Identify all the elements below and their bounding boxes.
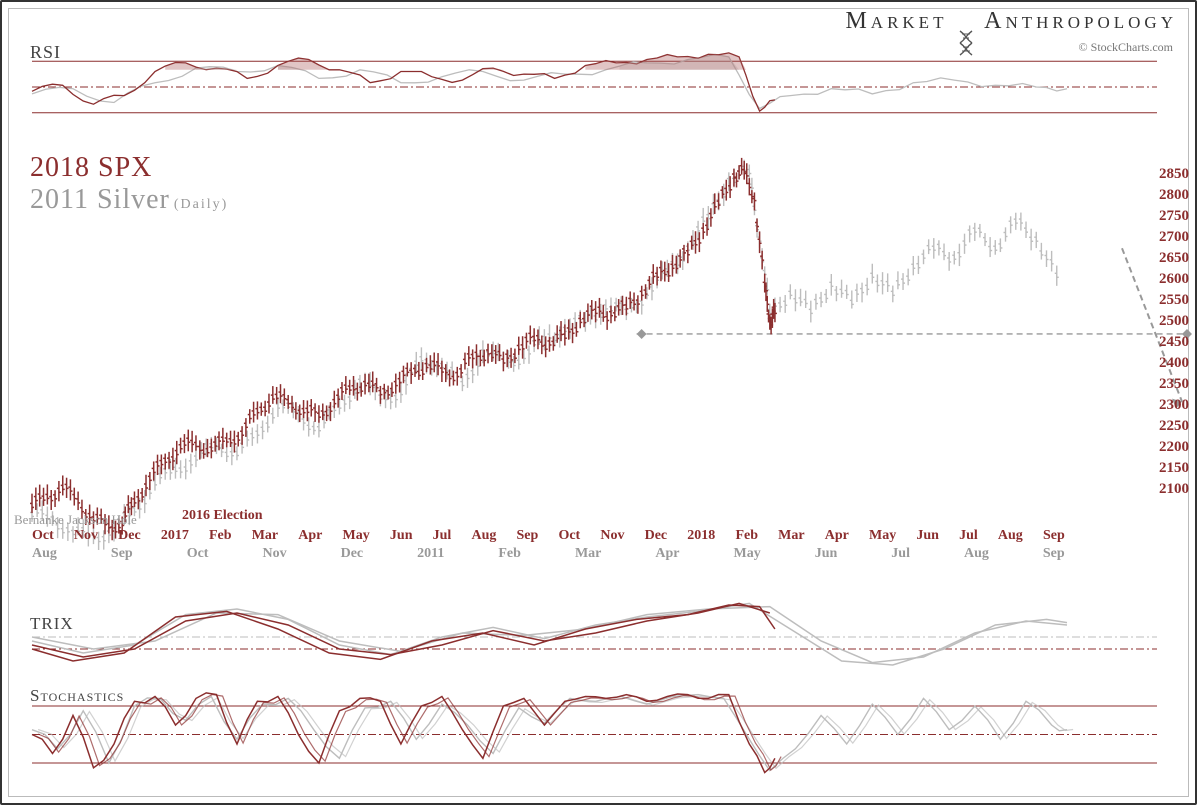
trix-panel (2, 597, 1197, 677)
x-tick-spx: May (869, 528, 896, 544)
annotation-election: 2016 Election (182, 508, 263, 524)
x-tick-silver (546, 546, 550, 562)
x-tick-spx: Nov (600, 528, 624, 544)
y-tick: 2800 (1159, 185, 1189, 206)
x-tick-silver (863, 546, 867, 562)
x-tick-spx: Dec (645, 528, 668, 544)
x-tick-silver: Dec (341, 546, 364, 562)
x-tick-spx: Mar (778, 528, 804, 544)
x-tick-silver: Sep (1043, 546, 1065, 562)
x-tick-silver: Apr (655, 546, 679, 562)
y-tick: 2750 (1159, 206, 1189, 227)
y-tick: 2850 (1159, 164, 1189, 185)
x-tick-silver: May (734, 546, 761, 562)
x-tick-spx: Jul (959, 528, 978, 544)
x-axis-row-bot: Aug Sep Oct Nov Dec 2011 Feb Mar Apr May… (32, 546, 1065, 562)
x-tick-silver: Nov (262, 546, 286, 562)
x-tick-spx: Sep (1043, 528, 1065, 544)
x-axis-spx: Oct Nov Dec 2017 Feb Mar Apr May Jun Jul Aug Sep Oct… (32, 528, 1065, 544)
stoch-panel (2, 687, 1197, 782)
x-axis-silver: Aug Sep Oct Nov Dec 2011 Feb Mar Apr May… (32, 546, 1065, 562)
x-tick-silver (1014, 546, 1018, 562)
x-tick-spx: Oct (558, 528, 580, 544)
y-tick: 2350 (1159, 374, 1189, 395)
y-tick: 2300 (1159, 395, 1189, 416)
x-tick-spx: Jul (433, 528, 452, 544)
y-tick: 2700 (1159, 227, 1189, 248)
x-tick-silver (627, 546, 631, 562)
x-tick-spx: Apr (298, 528, 322, 544)
y-tick: 2550 (1159, 290, 1189, 311)
x-tick-spx: Jun (390, 528, 413, 544)
x-tick-silver (312, 546, 316, 562)
x-tick-spx: Apr (825, 528, 849, 544)
y-tick: 2200 (1159, 437, 1189, 458)
y-tick: 2250 (1159, 416, 1189, 437)
x-tick-silver: Jul (891, 546, 910, 562)
x-tick-spx: Aug (471, 528, 496, 544)
x-tick-silver (935, 546, 939, 562)
x-tick-silver (234, 546, 238, 562)
x-tick-spx: Jun (916, 528, 939, 544)
y-tick: 2600 (1159, 269, 1189, 290)
brand-right: Anthropology (984, 8, 1177, 34)
x-tick-spx: Feb (735, 528, 758, 544)
x-tick-spx: Dec (118, 528, 141, 544)
x-tick-silver: Jun (815, 546, 838, 562)
y-tick: 2500 (1159, 311, 1189, 332)
x-tick-spx: 2018 (687, 528, 715, 544)
x-tick-spx: Nov (74, 528, 98, 544)
annotation-bernanke: Bernanke Jackson Hole (14, 512, 137, 528)
x-tick-silver (786, 546, 790, 562)
x-tick-spx: Sep (517, 528, 539, 544)
rsi-panel (2, 44, 1197, 130)
x-tick-silver: Mar (575, 546, 601, 562)
x-tick-silver: Sep (111, 546, 133, 562)
x-tick-silver: Oct (187, 546, 209, 562)
x-tick-silver (470, 546, 474, 562)
x-axis-row-top: Oct Nov Dec 2017 Feb Mar Apr May Jun Jul Aug Sep Oct… (32, 528, 1065, 544)
brand-title: Market Anthropology (845, 8, 1177, 35)
brand-left: Market (845, 8, 947, 34)
chart-frame: Market Anthropology © StockCharts.com RS… (0, 0, 1197, 805)
y-tick: 2400 (1159, 353, 1189, 374)
y-tick: 2100 (1159, 479, 1189, 500)
x-tick-silver: Aug (964, 546, 989, 562)
y-tick: 2150 (1159, 458, 1189, 479)
y-axis-ticks: 2850280027502700265026002550250024502400… (1159, 164, 1189, 500)
x-tick-spx: Feb (209, 528, 232, 544)
x-tick-spx: Aug (998, 528, 1023, 544)
x-tick-silver (705, 546, 709, 562)
x-tick-spx: May (343, 528, 370, 544)
x-tick-silver (388, 546, 392, 562)
price-panel (2, 167, 1197, 537)
x-tick-silver (82, 546, 86, 562)
x-tick-silver (158, 546, 162, 562)
x-tick-spx: Oct (32, 528, 54, 544)
x-tick-spx: 2017 (161, 528, 189, 544)
y-tick: 2450 (1159, 332, 1189, 353)
x-tick-silver: 2011 (417, 546, 444, 562)
x-tick-silver: Aug (32, 546, 57, 562)
y-tick: 2650 (1159, 248, 1189, 269)
x-tick-spx: Mar (252, 528, 278, 544)
x-tick-silver: Feb (498, 546, 521, 562)
